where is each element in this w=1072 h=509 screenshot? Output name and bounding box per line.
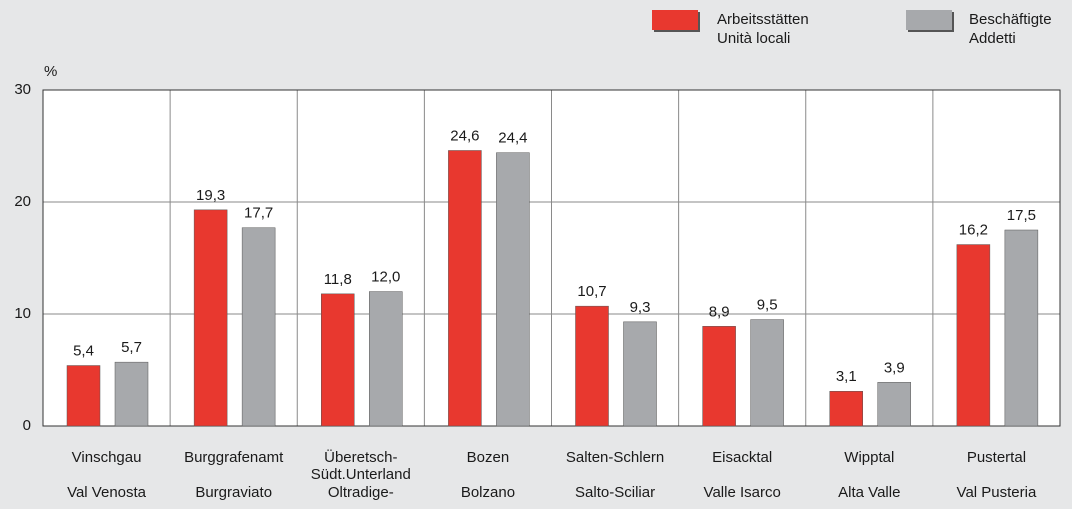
bar — [956, 244, 991, 427]
bar — [369, 291, 403, 427]
bar — [1004, 229, 1039, 427]
value-label: 24,6 — [450, 127, 479, 144]
value-label: 10,7 — [577, 283, 606, 300]
plot-border — [42, 89, 1061, 427]
value-label: 9,5 — [757, 297, 778, 314]
value-label: 16,2 — [959, 222, 988, 239]
legend-swatch — [906, 10, 952, 30]
value-label: 11,8 — [324, 271, 352, 288]
x-tick-label: Vinschgau — [72, 449, 142, 466]
x-tick-label: Wipptal — [844, 449, 894, 466]
x-tick-label: Val Venosta — [67, 484, 147, 501]
y-tick-label: 0 — [23, 417, 31, 434]
x-tick-label: Val Pusteria — [957, 484, 1037, 501]
bar — [877, 382, 911, 427]
bar — [829, 391, 863, 427]
value-label: 8,9 — [709, 303, 730, 320]
value-label: 12,0 — [371, 269, 400, 286]
bar — [750, 319, 784, 427]
x-tick-label: Überetsch- — [324, 448, 397, 466]
x-tick-label: Valle Isarco — [704, 484, 781, 501]
value-label: 5,7 — [121, 339, 142, 356]
y-tick-label: 30 — [14, 81, 31, 98]
x-tick-label: Alta Valle — [838, 484, 900, 501]
bar — [448, 150, 482, 427]
bar — [575, 305, 609, 427]
value-label: 3,1 — [836, 368, 857, 385]
x-tick-label: Eisacktal — [712, 449, 772, 466]
value-label: 17,7 — [244, 205, 273, 222]
value-label: 24,4 — [498, 130, 527, 147]
bar — [114, 361, 149, 427]
value-label: 5,4 — [73, 342, 94, 359]
x-tick-label: Salten-Schlern — [566, 449, 664, 466]
x-tick-label: Pustertal — [967, 449, 1026, 466]
bar — [321, 293, 355, 427]
y-axis-label: % — [44, 63, 57, 80]
value-label: 19,3 — [196, 187, 225, 204]
legend-label: Addetti — [969, 30, 1016, 47]
legend-label: Beschäftigte — [969, 11, 1052, 28]
legend-label: Arbeitsstätten — [717, 11, 809, 28]
x-tick-label: Burggrafenamt — [184, 449, 284, 466]
value-label: 9,3 — [630, 299, 651, 316]
x-tick-label: Salto-Sciliar — [575, 484, 655, 501]
bar — [66, 365, 101, 427]
y-tick-label: 10 — [14, 305, 31, 322]
x-tick-label: Oltradige- — [328, 484, 394, 501]
value-label: 17,5 — [1007, 207, 1036, 224]
legend-swatch — [652, 10, 698, 30]
y-tick-label: 20 — [14, 193, 31, 210]
bar — [241, 227, 276, 427]
bar — [496, 152, 530, 427]
x-tick-label: Bozen — [467, 449, 510, 466]
x-tick-label: Burgraviato — [195, 484, 272, 501]
legend-label: Unità locali — [717, 30, 790, 47]
x-tick-label: Bolzano — [461, 484, 515, 501]
bar — [623, 321, 657, 427]
x-tick-label: Südt.Unterland — [311, 466, 411, 483]
value-label: 3,9 — [884, 359, 905, 376]
bar — [702, 326, 736, 427]
bar — [193, 209, 228, 427]
